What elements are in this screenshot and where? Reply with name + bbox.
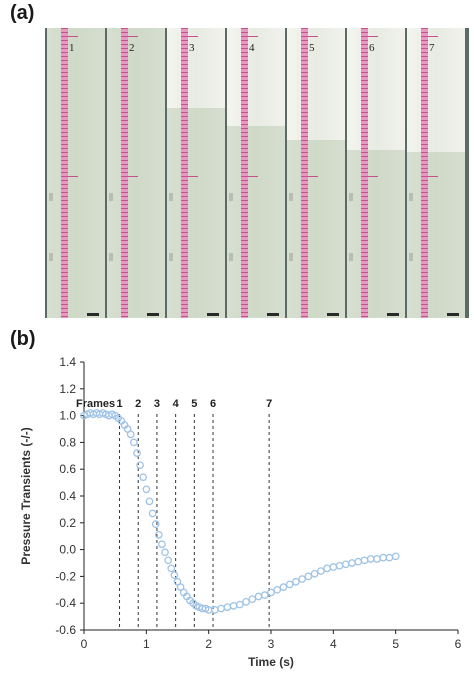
y-tick-label: 0.2 bbox=[59, 516, 76, 530]
data-point bbox=[260, 591, 269, 600]
data-point bbox=[329, 563, 338, 571]
y-tick-label: -0.4 bbox=[55, 596, 76, 610]
photo-strip: 1 2 3 4 5 6 7 bbox=[45, 28, 469, 318]
x-tick-label: 6 bbox=[455, 637, 462, 651]
data-point bbox=[148, 509, 157, 518]
y-tick-label: -0.2 bbox=[55, 569, 76, 583]
frame-number: 2 bbox=[129, 42, 135, 54]
frame-number: 4 bbox=[249, 42, 255, 54]
data-point bbox=[366, 555, 375, 563]
data-point bbox=[391, 552, 400, 561]
frames-label: Frames bbox=[76, 398, 115, 410]
data-point bbox=[158, 540, 166, 549]
data-point bbox=[379, 553, 388, 562]
data-point bbox=[273, 585, 282, 594]
data-point bbox=[292, 577, 300, 586]
data-point bbox=[304, 572, 313, 581]
data-point bbox=[170, 571, 179, 579]
frame-photo: 1 bbox=[47, 28, 105, 318]
data-point bbox=[167, 564, 176, 573]
data-point bbox=[164, 556, 172, 565]
data-point bbox=[298, 575, 307, 583]
y-tick-label: 0.6 bbox=[59, 462, 76, 476]
data-point bbox=[285, 580, 294, 589]
y-tick-label: 0.0 bbox=[59, 543, 76, 557]
data-point bbox=[145, 497, 154, 506]
frame-marker-label: 1 bbox=[116, 398, 122, 410]
data-point bbox=[126, 430, 135, 439]
frame-marker-label: 2 bbox=[135, 398, 141, 410]
data-point bbox=[223, 603, 232, 612]
data-point bbox=[130, 438, 138, 447]
data-point bbox=[139, 473, 148, 482]
frame-photo: 5 bbox=[287, 28, 345, 318]
frame-photo: 7 bbox=[407, 28, 465, 318]
data-point bbox=[154, 531, 163, 539]
frame-photo: 2 bbox=[107, 28, 165, 318]
x-tick-label: 5 bbox=[392, 637, 399, 651]
data-point bbox=[348, 559, 356, 567]
panel-b-label: (b) bbox=[10, 328, 36, 350]
frame-marker-label: 5 bbox=[191, 398, 197, 410]
y-tick-label: -0.6 bbox=[55, 623, 76, 637]
y-tick-label: 1.0 bbox=[59, 409, 76, 423]
y-tick-label: 0.8 bbox=[59, 435, 76, 449]
pressure-chart: -0.6 -0.4 -0.2 0.0 0.2 0.4 0.6 0.8 1.0 1.2 1.4 0 1 2 3… bbox=[19, 355, 462, 669]
data-point bbox=[142, 485, 151, 494]
data-point bbox=[136, 461, 144, 470]
frame-marker-label: 3 bbox=[154, 398, 160, 410]
frame-marker-label: 7 bbox=[266, 398, 272, 410]
data-point bbox=[235, 600, 244, 609]
y-tick-label: 1.4 bbox=[59, 355, 76, 369]
frame-number: 7 bbox=[429, 42, 435, 54]
data-point bbox=[385, 553, 394, 562]
x-tick-label: 3 bbox=[268, 637, 275, 651]
frame-number: 6 bbox=[369, 42, 375, 54]
frame-number: 5 bbox=[309, 42, 315, 54]
data-point bbox=[279, 583, 288, 591]
y-tick-label: 1.2 bbox=[59, 382, 76, 396]
data-point bbox=[217, 604, 225, 613]
data-point bbox=[242, 598, 250, 606]
data-point bbox=[248, 595, 257, 604]
data-point bbox=[317, 567, 325, 575]
frame-photo: 3 bbox=[167, 28, 225, 318]
panel-a-label: (a) bbox=[10, 2, 35, 24]
data-point bbox=[229, 602, 238, 610]
frame-number: 3 bbox=[189, 42, 195, 54]
frame-photo: 6 bbox=[347, 28, 405, 318]
data-point bbox=[161, 548, 169, 557]
data-point bbox=[323, 564, 331, 573]
x-tick-label: 1 bbox=[143, 637, 150, 651]
x-tick-label: 0 bbox=[81, 637, 88, 651]
x-tick-label: 2 bbox=[205, 637, 212, 651]
data-point bbox=[133, 449, 141, 457]
y-tick-label: 0.4 bbox=[59, 489, 76, 503]
frame-marker-label: 4 bbox=[173, 398, 180, 410]
frame-photo: 4 bbox=[227, 28, 285, 318]
data-point bbox=[335, 561, 344, 570]
data-point bbox=[360, 556, 369, 565]
data-point bbox=[254, 592, 263, 601]
frame-marker-label: 6 bbox=[210, 398, 216, 410]
data-point bbox=[267, 588, 275, 597]
data-point bbox=[151, 520, 160, 528]
data-point bbox=[373, 555, 381, 563]
data-point bbox=[354, 557, 363, 566]
data-point bbox=[341, 560, 350, 569]
x-tick-label: 4 bbox=[330, 637, 337, 651]
y-axis-label: Pressure Transients (-/-) bbox=[19, 427, 33, 564]
x-axis-label: Time (s) bbox=[248, 655, 294, 669]
data-point bbox=[211, 606, 219, 614]
data-point bbox=[310, 569, 319, 578]
frame-number: 1 bbox=[69, 42, 75, 54]
